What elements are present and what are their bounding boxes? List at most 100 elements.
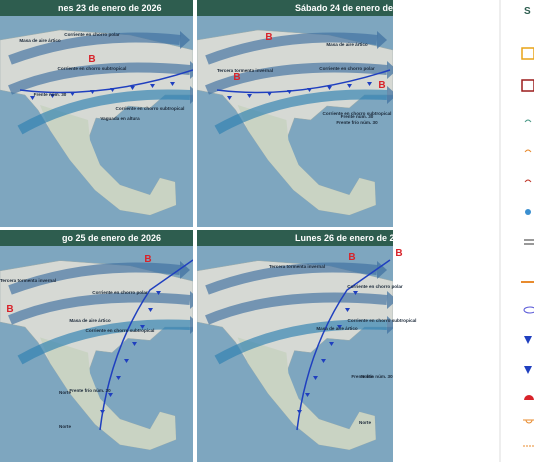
front-triangle bbox=[156, 291, 161, 295]
map-label: Norte bbox=[359, 420, 371, 425]
jet-stream-arrow bbox=[214, 319, 388, 365]
jet-stream-arrow bbox=[205, 62, 388, 95]
map-label: Frente núm. 30 bbox=[34, 92, 67, 97]
front-triangle bbox=[90, 90, 95, 94]
map-label: Corriente en chorro subtropical bbox=[86, 328, 155, 333]
panel-title: nes 23 de enero de 2026 bbox=[58, 3, 162, 13]
map-label: Norte bbox=[59, 390, 71, 395]
front-triangle bbox=[327, 86, 332, 90]
arrow-head bbox=[387, 86, 393, 104]
front-triangle bbox=[307, 88, 312, 92]
front-triangle bbox=[140, 325, 145, 329]
panel-header bbox=[197, 230, 393, 246]
front-triangle bbox=[321, 359, 326, 363]
map-label: Frente frío núm. 30 bbox=[336, 120, 378, 125]
panel-title: Lunes 26 de enero de 2026 bbox=[295, 233, 410, 243]
arrow-head bbox=[377, 261, 387, 279]
jet-stream-arrow bbox=[8, 62, 191, 95]
front-triangle bbox=[353, 291, 358, 295]
jet-stream-arrow bbox=[8, 292, 191, 325]
map-label: Masa de aire ártico bbox=[19, 38, 61, 43]
map-panel: Sábado 24 de enero de 2026 Tercera tormen… bbox=[197, 0, 416, 227]
map-label: Frente frío núm. 30 bbox=[69, 388, 111, 393]
cold-front bbox=[19, 69, 193, 94]
arrow-head bbox=[387, 291, 393, 309]
front-triangle bbox=[267, 92, 272, 96]
front-triangle bbox=[132, 342, 137, 346]
front-triangle bbox=[329, 342, 334, 346]
map-label: Corriente en chorro subtropical bbox=[116, 106, 185, 111]
front-triangle bbox=[70, 92, 75, 96]
panel-title: go 25 de enero de 2026 bbox=[62, 233, 161, 243]
arrow-head bbox=[387, 316, 393, 334]
mexico bbox=[40, 337, 176, 450]
front-triangle bbox=[148, 308, 153, 312]
map-body bbox=[0, 230, 193, 462]
front-triangle bbox=[110, 88, 115, 92]
map-label: Corriente en chorro polar bbox=[64, 32, 120, 37]
front-triangle bbox=[108, 393, 113, 397]
front-triangle bbox=[345, 308, 350, 312]
map-label: Frente núm. 30 bbox=[341, 114, 374, 119]
map-label: Corriente en chorro polar bbox=[92, 290, 148, 295]
jet-stream-arrow bbox=[17, 319, 191, 365]
front-triangle bbox=[130, 86, 135, 90]
jet-stream-arrow bbox=[205, 262, 378, 295]
front-triangle bbox=[150, 84, 155, 88]
pressure-marker: B bbox=[88, 54, 95, 65]
map-panel: nes 23 de enero de 2026 Masa de aire árti… bbox=[0, 0, 193, 227]
pressure-marker: B bbox=[144, 254, 151, 265]
map-body bbox=[0, 0, 193, 227]
pressure-marker: B bbox=[395, 248, 402, 259]
map-label: Masa de aire ártico bbox=[316, 326, 358, 331]
front-triangle bbox=[337, 325, 342, 329]
cold-front bbox=[216, 69, 391, 94]
front-triangle bbox=[313, 376, 318, 380]
legend-heading: S bbox=[524, 6, 531, 17]
map-label: Frente frío núm. 30 bbox=[351, 374, 393, 379]
front-triangle bbox=[227, 96, 232, 100]
mexico bbox=[237, 105, 376, 215]
front-triangle bbox=[116, 376, 121, 380]
pressure-marker: B bbox=[265, 32, 272, 43]
arrow-head bbox=[180, 31, 190, 49]
map-label: Corriente en chorro subtropical bbox=[58, 66, 127, 71]
mexico bbox=[40, 105, 176, 215]
pressure-marker: B bbox=[348, 252, 355, 263]
map-label: Norte bbox=[59, 424, 71, 429]
front-triangle bbox=[247, 94, 252, 98]
map-label: Corriente en chorro polar bbox=[319, 66, 375, 71]
front-triangle bbox=[170, 82, 175, 86]
mexico bbox=[237, 337, 376, 450]
front-triangle bbox=[124, 359, 129, 363]
map-body bbox=[197, 0, 393, 227]
jet-stream-arrow bbox=[8, 32, 181, 65]
jet-stream-arrow bbox=[8, 262, 181, 295]
front-triangle bbox=[50, 94, 55, 98]
pressure-marker: B bbox=[233, 72, 240, 83]
pressure-marker: B bbox=[6, 304, 13, 315]
map-label: Norte bbox=[361, 374, 373, 379]
arrow-head bbox=[180, 261, 190, 279]
cold-front bbox=[99, 259, 193, 431]
map-body bbox=[197, 230, 393, 462]
map-label: Tercera tormenta invernal bbox=[217, 68, 273, 73]
cold-front bbox=[296, 259, 391, 431]
panel-header bbox=[0, 230, 193, 246]
map-label: Corriente en chorro subtropical bbox=[348, 318, 417, 323]
front-triangle bbox=[305, 393, 310, 397]
panel-title: Sábado 24 de enero de 2026 bbox=[295, 3, 416, 13]
map-label: Masa de aire ártico bbox=[69, 318, 111, 323]
map-label: Corriente en chorro polar bbox=[347, 284, 403, 289]
panel-header bbox=[197, 0, 393, 16]
jet-stream-arrow bbox=[214, 89, 388, 135]
map-label: Corriente en chorro subtropical bbox=[323, 111, 392, 116]
front-triangle bbox=[287, 90, 292, 94]
front-triangle bbox=[347, 84, 352, 88]
jet-stream-arrow bbox=[205, 32, 378, 65]
jet-stream-arrow bbox=[17, 89, 191, 135]
map-label: Vaguada en altura bbox=[100, 116, 140, 121]
map-label: Tercera tormenta invernal bbox=[269, 264, 325, 269]
arrow-head bbox=[190, 316, 193, 334]
